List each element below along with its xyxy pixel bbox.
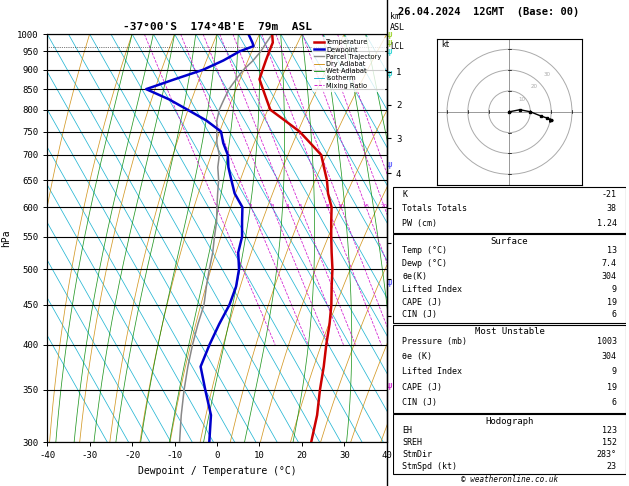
Text: 10: 10 xyxy=(518,97,525,102)
Text: 25: 25 xyxy=(395,204,402,209)
Text: 304: 304 xyxy=(601,272,616,281)
Text: 6: 6 xyxy=(611,311,616,319)
Text: ψ: ψ xyxy=(387,278,392,287)
Text: kt: kt xyxy=(441,40,449,49)
Text: Hodograph: Hodograph xyxy=(486,417,533,426)
Text: StmSpd (kt): StmSpd (kt) xyxy=(403,462,457,471)
Bar xyxy=(393,414,626,474)
Text: ψ: ψ xyxy=(387,38,392,47)
Y-axis label: hPa: hPa xyxy=(1,229,11,247)
Text: ψ: ψ xyxy=(387,47,392,56)
Text: 1003: 1003 xyxy=(596,337,616,346)
Bar xyxy=(393,325,626,413)
Text: 3: 3 xyxy=(270,204,274,209)
Text: CAPE (J): CAPE (J) xyxy=(403,297,442,307)
Text: LCL: LCL xyxy=(390,42,404,52)
Text: 20: 20 xyxy=(381,204,387,209)
Legend: Temperature, Dewpoint, Parcel Trajectory, Dry Adiabat, Wet Adiabat, Isotherm, Mi: Temperature, Dewpoint, Parcel Trajectory… xyxy=(312,37,384,90)
Text: SREH: SREH xyxy=(403,438,423,447)
Text: 1: 1 xyxy=(214,204,218,209)
Text: Surface: Surface xyxy=(491,237,528,246)
Text: K: K xyxy=(403,190,408,199)
Text: 30: 30 xyxy=(543,72,550,77)
Text: ψ: ψ xyxy=(387,160,392,169)
Bar xyxy=(393,234,626,323)
Text: θe (K): θe (K) xyxy=(403,352,432,361)
Text: CIN (J): CIN (J) xyxy=(403,311,437,319)
Text: 1.24: 1.24 xyxy=(596,219,616,228)
Text: 283°: 283° xyxy=(596,450,616,459)
Text: 9: 9 xyxy=(611,367,616,376)
Text: © weatheronline.co.uk: © weatheronline.co.uk xyxy=(461,474,558,484)
Text: Most Unstable: Most Unstable xyxy=(474,327,545,336)
Text: 5: 5 xyxy=(298,204,302,209)
Text: 7.4: 7.4 xyxy=(601,259,616,268)
Text: 10: 10 xyxy=(337,204,344,209)
Text: 123: 123 xyxy=(601,426,616,435)
Title: -37°00'S  174°4B'E  79m  ASL: -37°00'S 174°4B'E 79m ASL xyxy=(123,22,311,32)
Bar xyxy=(393,187,626,233)
Text: -21: -21 xyxy=(601,190,616,199)
Text: 26.04.2024  12GMT  (Base: 00): 26.04.2024 12GMT (Base: 00) xyxy=(398,7,579,17)
Text: PW (cm): PW (cm) xyxy=(403,219,437,228)
Text: 6: 6 xyxy=(611,398,616,407)
Text: 15: 15 xyxy=(362,204,369,209)
Text: Dewp (°C): Dewp (°C) xyxy=(403,259,447,268)
Text: 152: 152 xyxy=(601,438,616,447)
Text: CIN (J): CIN (J) xyxy=(403,398,437,407)
Text: 8: 8 xyxy=(326,204,329,209)
Text: CAPE (J): CAPE (J) xyxy=(403,382,442,392)
Text: StmDir: StmDir xyxy=(403,450,432,459)
Text: 19: 19 xyxy=(606,297,616,307)
Text: km
ASL: km ASL xyxy=(390,12,405,32)
Text: Lifted Index: Lifted Index xyxy=(403,367,462,376)
Text: 2: 2 xyxy=(249,204,253,209)
Text: 23: 23 xyxy=(606,462,616,471)
Text: 38: 38 xyxy=(606,204,616,213)
Text: 304: 304 xyxy=(601,352,616,361)
Text: 13: 13 xyxy=(606,246,616,256)
Text: Lifted Index: Lifted Index xyxy=(403,285,462,294)
Text: 20: 20 xyxy=(531,84,538,89)
Text: Temp (°C): Temp (°C) xyxy=(403,246,447,256)
Text: ψ: ψ xyxy=(387,69,392,78)
Text: Pressure (mb): Pressure (mb) xyxy=(403,337,467,346)
Text: EH: EH xyxy=(403,426,413,435)
Text: ψ: ψ xyxy=(387,381,392,390)
Text: 19: 19 xyxy=(606,382,616,392)
Text: Totals Totals: Totals Totals xyxy=(403,204,467,213)
Text: θe(K): θe(K) xyxy=(403,272,428,281)
Text: ψ: ψ xyxy=(387,30,392,38)
Text: 4: 4 xyxy=(286,204,289,209)
X-axis label: Dewpoint / Temperature (°C): Dewpoint / Temperature (°C) xyxy=(138,466,296,476)
Text: 9: 9 xyxy=(611,285,616,294)
